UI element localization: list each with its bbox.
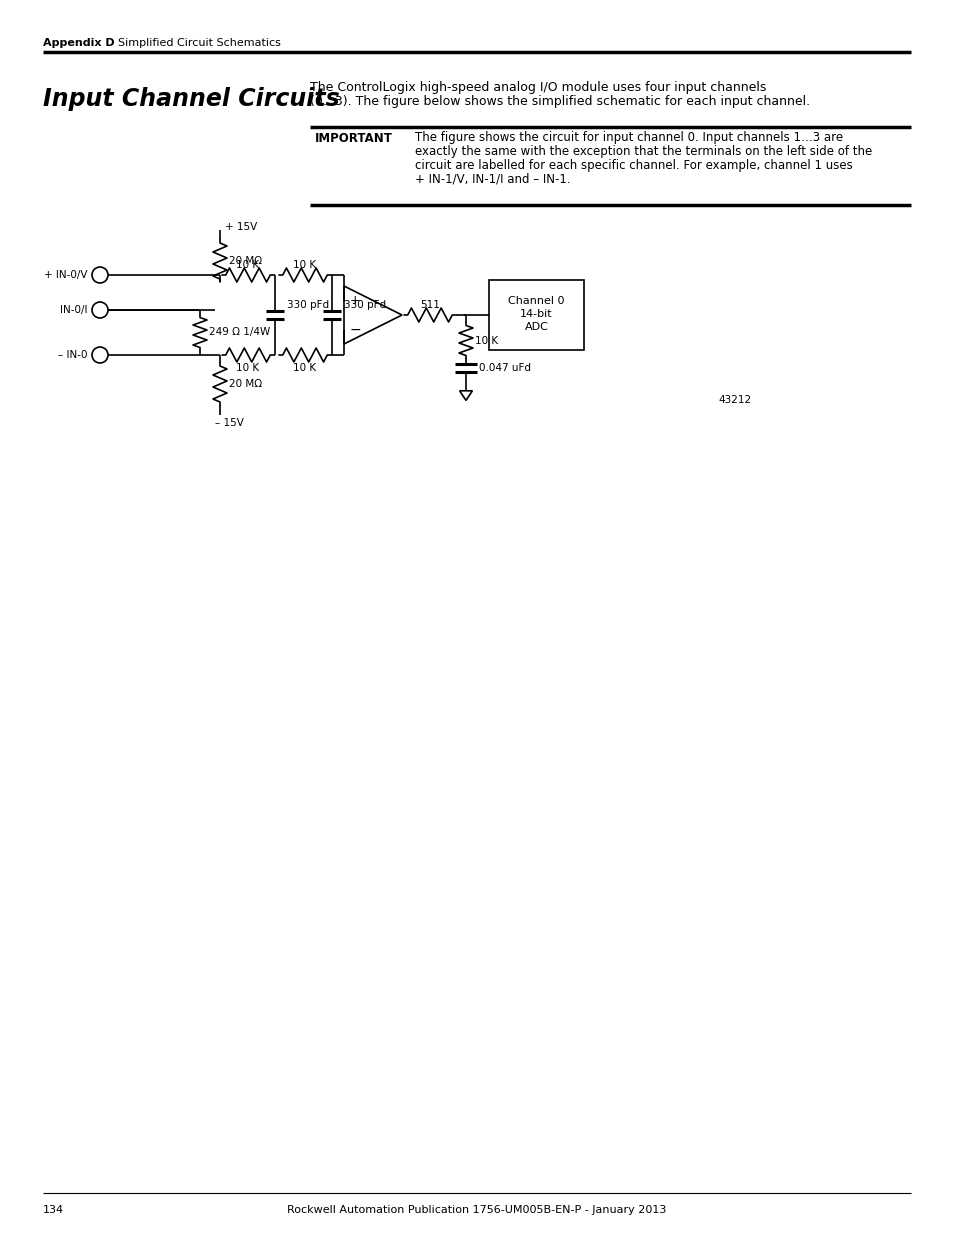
Text: 0.047 uFd: 0.047 uFd (478, 363, 531, 373)
Text: 134: 134 (43, 1205, 64, 1215)
Text: 10 K: 10 K (236, 261, 259, 270)
Text: 14-bit: 14-bit (519, 309, 552, 319)
Text: – IN-0: – IN-0 (58, 350, 88, 359)
Text: Channel 0: Channel 0 (508, 296, 564, 306)
Text: 20 MΩ: 20 MΩ (229, 256, 262, 266)
Text: exactly the same with the exception that the terminals on the left side of the: exactly the same with the exception that… (415, 144, 871, 158)
Text: 10 K: 10 K (294, 363, 316, 373)
Text: + 15V: + 15V (225, 222, 257, 232)
Text: circuit are labelled for each specific channel. For example, channel 1 uses: circuit are labelled for each specific c… (415, 158, 852, 172)
Text: 330 pFd: 330 pFd (287, 300, 329, 310)
Text: 43212: 43212 (718, 395, 750, 405)
Text: 249 Ω 1/4W: 249 Ω 1/4W (209, 327, 270, 337)
Text: + IN-1/V, IN-1/I and – IN-1.: + IN-1/V, IN-1/I and – IN-1. (415, 173, 570, 185)
Text: The figure shows the circuit for input channel 0. Input channels 1…3 are: The figure shows the circuit for input c… (415, 131, 842, 143)
Text: + IN-0/V: + IN-0/V (45, 270, 88, 280)
Text: 330 pFd: 330 pFd (344, 300, 386, 310)
Text: 10 K: 10 K (475, 336, 497, 346)
Text: 10 K: 10 K (236, 363, 259, 373)
Text: ADC: ADC (524, 322, 548, 332)
Text: IMPORTANT: IMPORTANT (314, 132, 393, 146)
Text: – 15V: – 15V (214, 417, 244, 429)
Text: (0...3). The figure below shows the simplified schematic for each input channel.: (0...3). The figure below shows the simp… (310, 95, 809, 109)
Text: Simplified Circuit Schematics: Simplified Circuit Schematics (118, 38, 280, 48)
Text: Input Channel Circuits: Input Channel Circuits (43, 86, 339, 111)
Text: −: − (349, 322, 360, 336)
Text: The ControlLogix high-speed analog I/O module uses four input channels: The ControlLogix high-speed analog I/O m… (310, 80, 765, 94)
Text: 20 MΩ: 20 MΩ (229, 379, 262, 389)
Text: 511: 511 (419, 300, 439, 310)
Text: 10 K: 10 K (294, 261, 316, 270)
Text: Rockwell Automation Publication 1756-UM005B-EN-P - January 2013: Rockwell Automation Publication 1756-UM0… (287, 1205, 666, 1215)
Text: Appendix D: Appendix D (43, 38, 114, 48)
Text: +: + (350, 294, 360, 308)
Text: IN-0/I: IN-0/I (60, 305, 88, 315)
Bar (489, 280, 583, 350)
